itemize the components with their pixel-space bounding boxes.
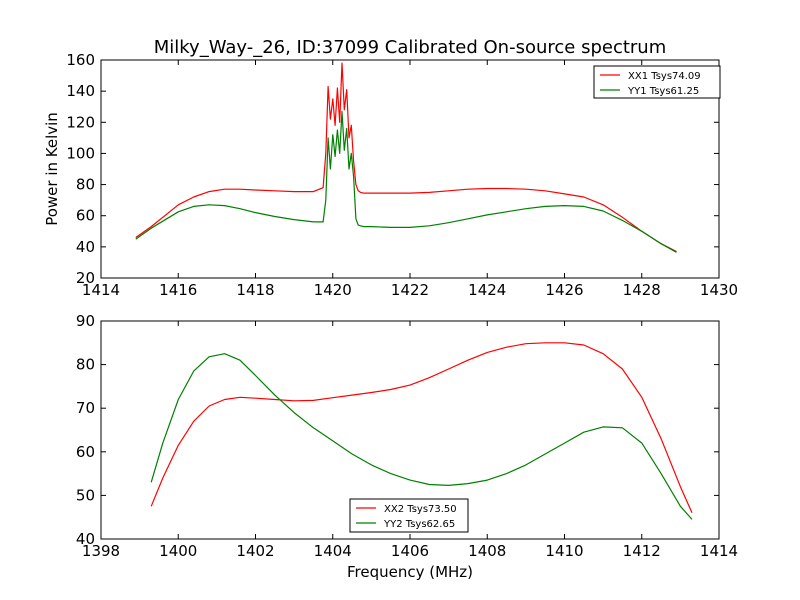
top-x-tick-label: 1418 <box>236 281 274 299</box>
bottom-y-tick-label: 40 <box>76 530 95 548</box>
top-y-tick-label: 120 <box>66 113 95 131</box>
bottom-y-tick-label: 50 <box>76 486 95 504</box>
bottom-x-tick-label: 1404 <box>314 542 352 560</box>
top-y-tick-label: 60 <box>76 207 95 225</box>
top-legend-label-1: XX1 Tsys74.09 <box>628 71 701 82</box>
top-x-tick-label: 1426 <box>545 281 583 299</box>
bottom-x-tick-label: 1398 <box>82 542 120 560</box>
bottom-x-tick-label: 1406 <box>391 542 429 560</box>
top-y-tick-label: 160 <box>66 51 95 69</box>
top-y-tick-label: 140 <box>66 82 95 100</box>
bottom-legend-box <box>349 498 469 533</box>
top-x-tick-label: 1422 <box>391 281 429 299</box>
top-series-line-2 <box>135 110 677 253</box>
top-y-tick-label: 40 <box>76 238 95 256</box>
bottom-x-tick-label: 1402 <box>236 542 274 560</box>
top-y-axis-label: Power in Kelvin <box>43 112 61 226</box>
top-legend: XX1 Tsys74.09 YY1 Tsys61.25 <box>593 65 721 99</box>
bottom-series-line-2 <box>150 353 693 520</box>
bottom-y-tick-label: 90 <box>76 312 95 330</box>
top-x-tick-label: 1428 <box>623 281 661 299</box>
bottom-y-tick-label: 60 <box>76 443 95 461</box>
bottom-series-line-1 <box>150 342 693 514</box>
bottom-legend-label-1: XX2 Tsys73.50 <box>384 504 457 515</box>
top-x-tick-label: 1420 <box>314 281 352 299</box>
bottom-x-tick-label: 1414 <box>700 542 738 560</box>
bottom-spectrum-plot: Frequency (MHz) 1398 1400 1402 1404 1406 1408… <box>76 312 738 581</box>
bottom-x-tick-label: 1412 <box>623 542 661 560</box>
top-y-tick-label: 100 <box>66 144 95 162</box>
top-x-tick-label: 1430 <box>700 281 738 299</box>
top-spectrum-plot: Power in Kelvin 1414 1416 1418 1420 1422 1424… <box>43 51 738 299</box>
bottom-x-tick-label: 1400 <box>159 542 197 560</box>
bottom-y-tick-label: 80 <box>76 356 95 374</box>
bottom-x-axis-label: Frequency (MHz) <box>347 563 473 581</box>
top-x-tick-label: 1414 <box>82 281 120 299</box>
top-y-tick-label: 20 <box>76 269 95 287</box>
bottom-x-tick-label: 1410 <box>545 542 583 560</box>
top-series-line-1 <box>135 62 677 253</box>
bottom-legend: XX2 Tsys73.50 YY2 Tsys62.65 <box>349 498 469 533</box>
top-x-tick-label: 1424 <box>468 281 506 299</box>
top-legend-label-2: YY1 Tsys61.25 <box>627 86 699 97</box>
bottom-legend-label-2: YY2 Tsys62.65 <box>383 519 455 530</box>
top-y-tick-label: 80 <box>76 176 95 194</box>
top-x-tick-label: 1416 <box>159 281 197 299</box>
top-legend-box <box>593 65 721 99</box>
bottom-x-tick-label: 1408 <box>468 542 506 560</box>
chart-title: Milky_Way-_26, ID:37099 Calibrated On-so… <box>154 37 667 58</box>
bottom-y-tick-label: 70 <box>76 399 95 417</box>
